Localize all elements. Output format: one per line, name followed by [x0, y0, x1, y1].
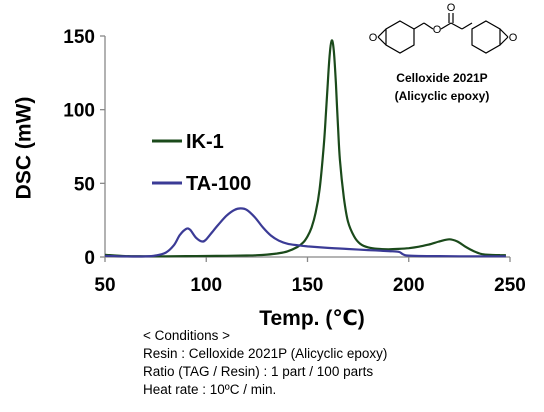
left-epoxide-bond-top: [377, 28, 387, 38]
x-tick-label: 200: [393, 275, 425, 296]
conditions-resin: Resin : Celloxide 2021P (Alicyclic epoxy…: [143, 346, 388, 361]
y-tick-label: 50: [74, 174, 95, 195]
right-cyclohexane-ring: [471, 20, 501, 54]
chemical-description: (Alicyclic epoxy): [395, 89, 490, 103]
right-epoxide-bond-bottom: [499, 36, 509, 46]
tick-layer: 50 100 150 200 250 0 50 100 150: [63, 27, 526, 296]
x-tick-label: 100: [190, 275, 222, 296]
legend-label-ik1: IK-1: [186, 131, 224, 153]
x-tick-label: 250: [494, 275, 526, 296]
conditions-heat-rate: Heat rate : 10ºC / min.: [143, 382, 277, 397]
right-linker: [461, 22, 473, 30]
left-cyclohexane-ring: [385, 20, 415, 54]
ester-bond-2: [450, 22, 463, 30]
right-epoxide-oxygen: O: [509, 32, 518, 44]
left-epoxide-oxygen: O: [369, 32, 378, 44]
conditions-block: < Conditions > Resin : Celloxide 2021P (…: [143, 327, 387, 399]
y-axis-title: DSC (mW): [13, 97, 36, 200]
series-line-ik-1: [104, 39, 506, 258]
series-layer: [104, 39, 506, 258]
chemical-atom-labels: O O O O: [369, 2, 518, 44]
left-epoxide-bond-bottom: [377, 36, 387, 46]
left-linker-1: [413, 22, 425, 30]
series-line-ta-100: [104, 207, 506, 258]
legend: IK-1 TA-100: [152, 131, 251, 195]
legend-label-ta100: TA-100: [186, 173, 251, 195]
x-tick-label: 50: [94, 275, 115, 296]
y-tick-label: 100: [63, 101, 95, 122]
x-tick-label: 150: [292, 275, 324, 296]
ether-oxygen: O: [433, 24, 442, 36]
y-tick-label: 150: [63, 27, 95, 48]
chemical-structure: [377, 13, 509, 54]
conditions-ratio: Ratio (TAG / Resin) : 1 part / 100 parts: [143, 364, 374, 379]
ester-bond-1: [440, 22, 452, 30]
y-tick-label: 0: [84, 248, 95, 269]
left-linker-2: [423, 22, 434, 30]
x-axis-title: Temp. (℃): [259, 307, 365, 330]
conditions-heading: < Conditions >: [143, 328, 231, 343]
right-epoxide-bond-top: [499, 28, 509, 38]
chemical-name: Celloxide 2021P: [396, 71, 487, 85]
carbonyl-oxygen: O: [447, 2, 456, 14]
